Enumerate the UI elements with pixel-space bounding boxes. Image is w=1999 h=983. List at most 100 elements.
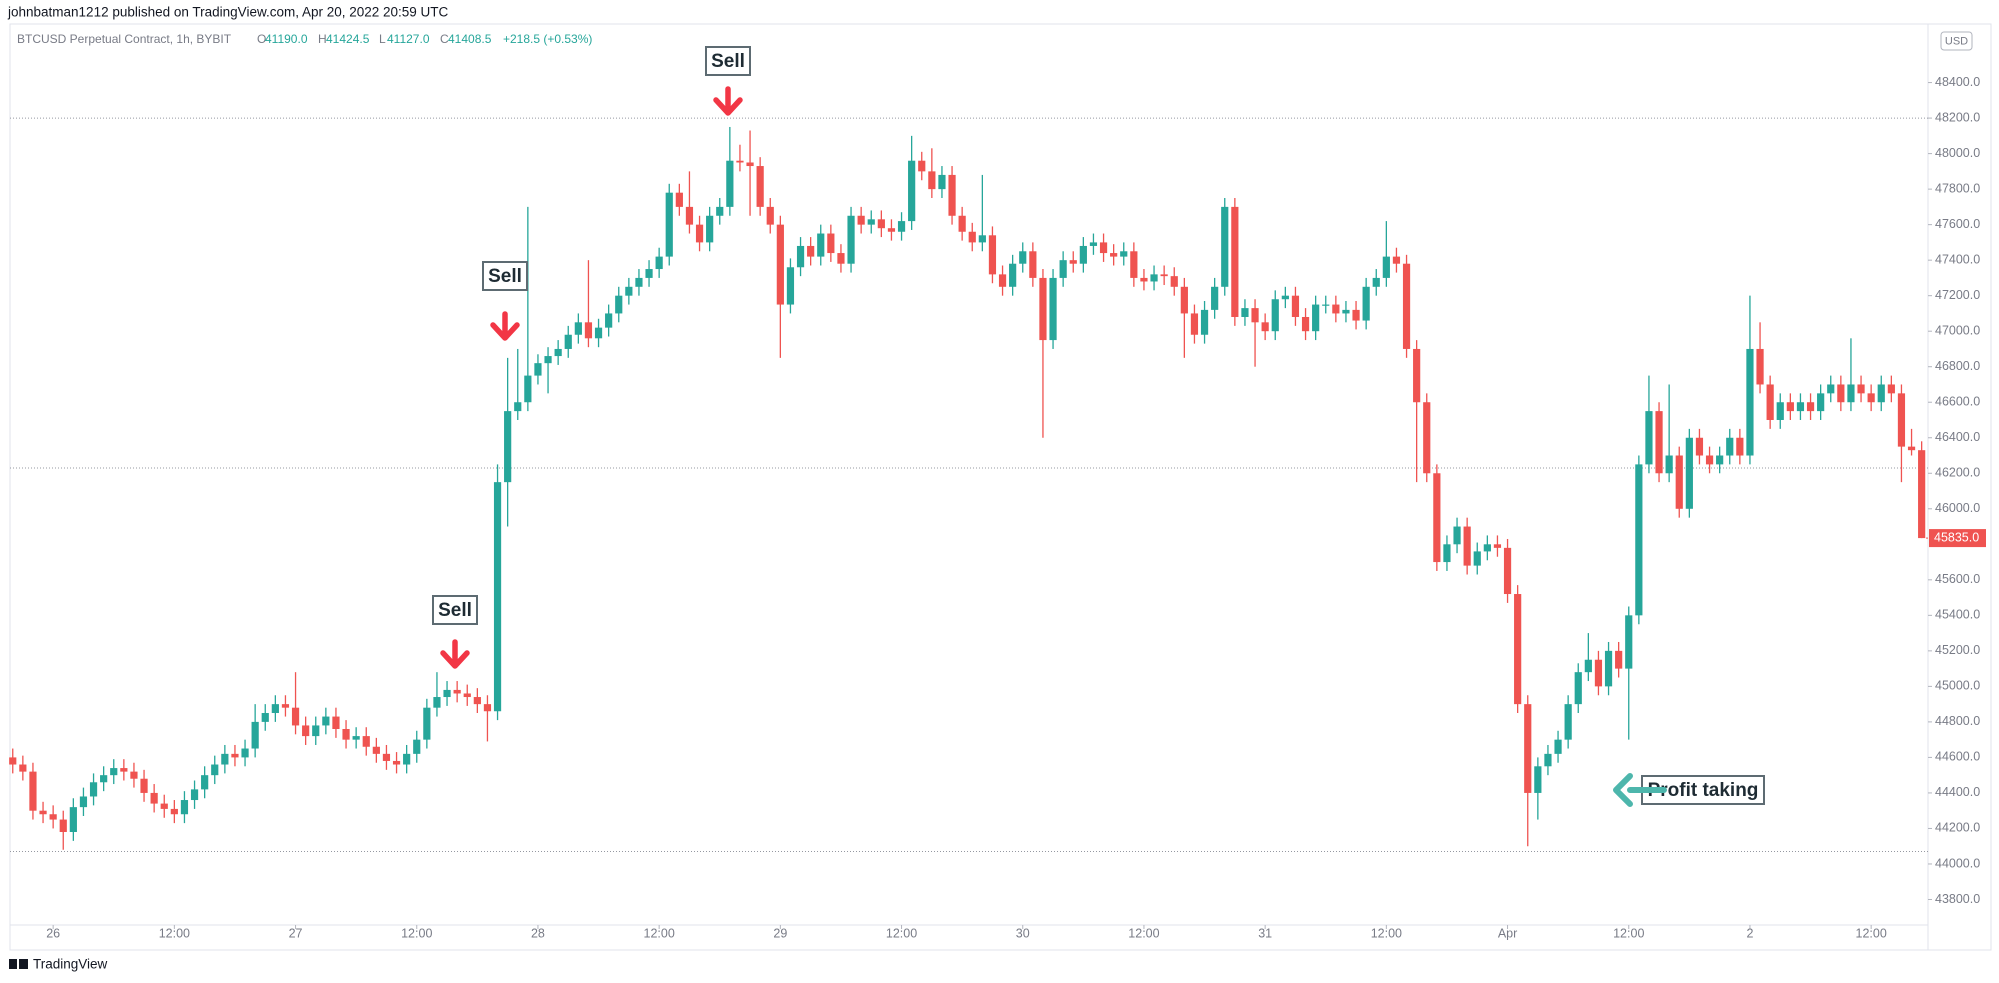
candle-body bbox=[1372, 277, 1380, 287]
y-tick-label: 47400.0 bbox=[1935, 252, 1980, 266]
annotation-text: Sell bbox=[488, 266, 522, 287]
x-tick-label: 12:00 bbox=[886, 926, 917, 940]
candle-body bbox=[1705, 455, 1714, 465]
candle-body bbox=[776, 224, 784, 305]
candle-body bbox=[807, 245, 815, 257]
x-tick-label: 12:00 bbox=[1128, 926, 1159, 940]
candle-body bbox=[897, 221, 906, 232]
candle-body bbox=[1089, 242, 1098, 246]
y-tick-label: 46600.0 bbox=[1935, 395, 1980, 409]
candle-body bbox=[796, 245, 805, 268]
candle-body bbox=[847, 215, 855, 264]
legend-key: C bbox=[440, 32, 449, 46]
candle-body bbox=[160, 803, 168, 809]
legend-change: +218.5 (+0.53%) bbox=[503, 32, 592, 46]
candle-body bbox=[1524, 704, 1532, 793]
currency-badge bbox=[1940, 31, 1973, 51]
candle-body bbox=[392, 760, 401, 765]
candle-body bbox=[827, 233, 835, 254]
candle-body bbox=[1291, 295, 1300, 317]
candle-body bbox=[655, 256, 663, 270]
y-tick-label: 47600.0 bbox=[1935, 217, 1980, 231]
candle-body bbox=[1211, 286, 1219, 310]
candle-body bbox=[9, 757, 17, 765]
x-tick-label: 29 bbox=[773, 926, 787, 940]
x-tick-label: 28 bbox=[531, 926, 545, 940]
candle-body bbox=[1392, 256, 1401, 264]
candle-body bbox=[483, 704, 492, 712]
candle-body bbox=[675, 192, 683, 207]
candle-body bbox=[433, 697, 441, 708]
candle-body bbox=[1857, 384, 1865, 394]
candle-body bbox=[908, 160, 916, 222]
candle-body bbox=[736, 160, 744, 163]
candle-body bbox=[1867, 393, 1875, 403]
candle-body bbox=[746, 162, 754, 167]
legend-value: 41190.0 bbox=[265, 32, 308, 46]
candle-body bbox=[271, 704, 279, 714]
candle-body bbox=[685, 206, 694, 225]
candle-body bbox=[1019, 251, 1027, 264]
candle-body bbox=[958, 215, 966, 232]
candle-body bbox=[180, 800, 189, 815]
candle-body bbox=[1231, 206, 1239, 317]
candle-body bbox=[1079, 245, 1087, 264]
candle-body bbox=[837, 253, 845, 264]
y-tick-label: 46800.0 bbox=[1935, 359, 1980, 373]
candle-body bbox=[564, 334, 572, 349]
y-tick-label: 44800.0 bbox=[1935, 714, 1980, 728]
candle-body bbox=[1029, 251, 1037, 278]
candle-body bbox=[1493, 544, 1502, 548]
candle-body bbox=[1554, 739, 1562, 754]
candle-body bbox=[1887, 384, 1895, 394]
x-tick-label: 27 bbox=[289, 926, 303, 940]
candle-body bbox=[362, 736, 370, 747]
candle-body bbox=[1534, 766, 1542, 793]
candle-body bbox=[1120, 251, 1128, 257]
x-tick-label: 12:00 bbox=[401, 926, 432, 940]
candle-body bbox=[1342, 309, 1350, 314]
candle-body bbox=[1049, 277, 1057, 341]
candle-body bbox=[423, 707, 431, 740]
candle-body bbox=[130, 771, 138, 779]
candle-body bbox=[1261, 322, 1269, 332]
candle-body bbox=[918, 160, 926, 172]
candle-body bbox=[584, 322, 593, 339]
candle-body bbox=[19, 764, 27, 772]
publisher: johnbatman1212 published on TradingView.… bbox=[7, 5, 449, 20]
candle-body bbox=[1039, 277, 1047, 341]
candle-body bbox=[1806, 402, 1815, 412]
candle-body bbox=[625, 286, 633, 296]
candle-body bbox=[1453, 526, 1461, 545]
y-tick-label: 44200.0 bbox=[1935, 821, 1980, 835]
candle-body bbox=[1877, 384, 1885, 403]
candle-body bbox=[211, 764, 219, 776]
candle-body bbox=[1059, 260, 1067, 278]
candle-body bbox=[89, 782, 98, 797]
candle-body bbox=[716, 206, 724, 216]
candle-body bbox=[524, 375, 532, 403]
candle-body bbox=[140, 778, 148, 793]
candle-body bbox=[1503, 547, 1512, 595]
candles bbox=[9, 126, 1926, 850]
candle-body bbox=[1514, 594, 1522, 705]
candle-body bbox=[665, 192, 673, 257]
candle-body bbox=[1564, 704, 1572, 740]
x-tick-label: 12:00 bbox=[1613, 926, 1644, 940]
candle-body bbox=[1413, 348, 1421, 403]
candle-body bbox=[1907, 446, 1916, 451]
y-tick-label: 44000.0 bbox=[1935, 856, 1980, 870]
chart-frame bbox=[9, 23, 1992, 951]
annotation-box bbox=[432, 595, 478, 625]
candle-body bbox=[39, 810, 47, 815]
candle-body bbox=[594, 327, 603, 339]
legend-value: 41127.0 bbox=[387, 32, 430, 46]
candle-body bbox=[291, 707, 300, 726]
candle-body bbox=[1625, 615, 1633, 669]
candle-body bbox=[1150, 274, 1158, 282]
candle-body bbox=[332, 716, 340, 729]
candle-body bbox=[1746, 348, 1754, 456]
candle-body bbox=[968, 231, 976, 243]
candle-body bbox=[170, 808, 178, 815]
candle-body bbox=[69, 807, 77, 832]
